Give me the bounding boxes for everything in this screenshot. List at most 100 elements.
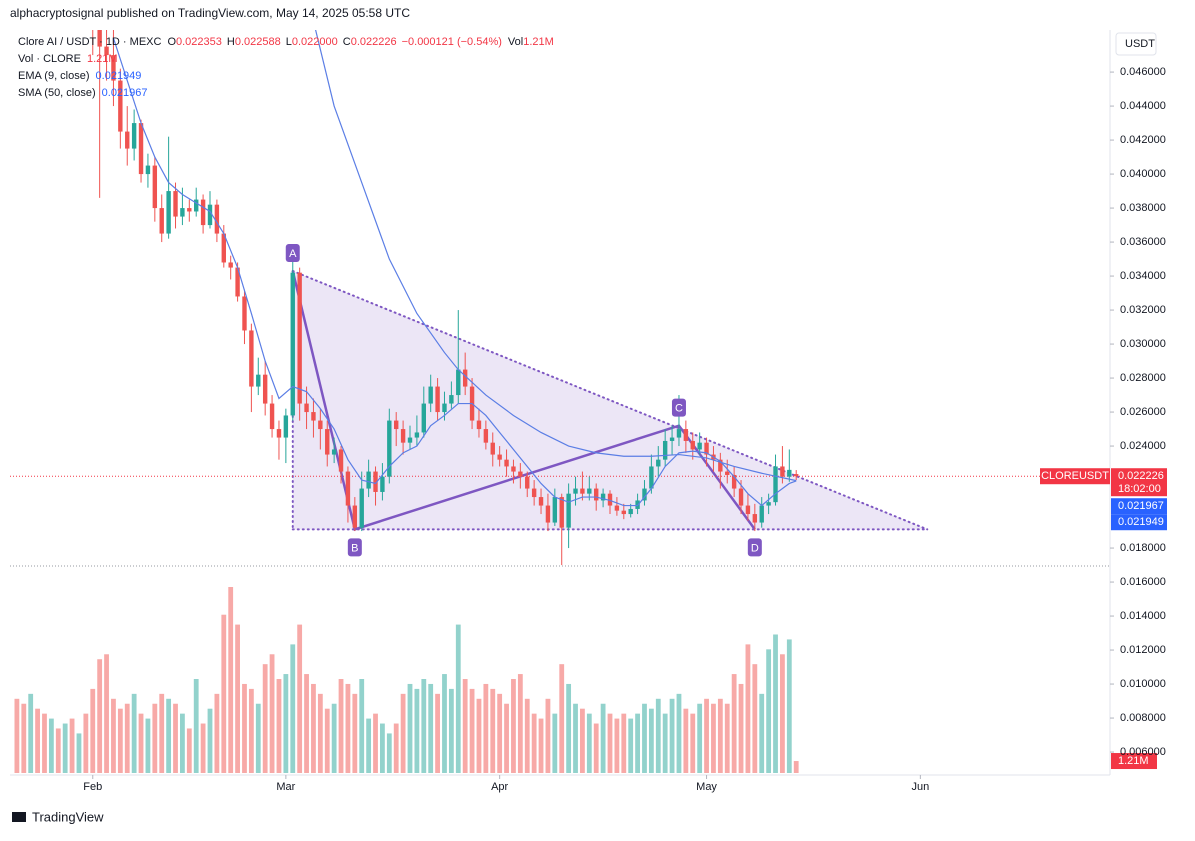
logo (12, 812, 26, 822)
candle-body (456, 369, 461, 396)
candle-body (600, 493, 606, 501)
volume-bar (435, 693, 440, 773)
volume-bar (717, 698, 723, 773)
x-tick-label: Jun (911, 781, 929, 793)
volume-bar (276, 679, 282, 773)
sma-name: SMA (50, close) (18, 87, 96, 99)
y-tick-label: 0.044000 (1120, 100, 1166, 112)
volume-bar (766, 649, 772, 773)
candle-body (676, 429, 682, 438)
l: 0.022000 (292, 36, 338, 48)
indicator-line (112, 37, 797, 507)
candle-body (649, 466, 654, 489)
ema-name: EMA (9, close) (18, 70, 90, 82)
pattern-label-box (347, 538, 362, 557)
pattern-label-box (747, 538, 762, 557)
symbol-tag (1040, 468, 1110, 485)
candle-body (552, 497, 558, 523)
candle-body (366, 471, 371, 489)
candle-body (125, 131, 130, 149)
volume-bar (228, 587, 234, 773)
volume-bar (269, 654, 275, 773)
volume-bar (324, 708, 330, 773)
l-label: L (286, 36, 292, 48)
volume-bar (262, 664, 268, 773)
volume-bar (186, 728, 192, 773)
sma-value: 0.021967 (102, 87, 148, 99)
volume-bar (90, 688, 96, 773)
volume-bar (111, 698, 116, 773)
price-tag (1111, 514, 1167, 531)
volume-bar (504, 703, 509, 773)
volume-bar (786, 639, 792, 773)
candle-body (338, 449, 344, 472)
vol-value: 1.21M (87, 53, 118, 65)
volume-bar (531, 713, 537, 773)
candle-body (752, 514, 758, 523)
vol: 1.21M (523, 36, 554, 48)
indicator-line (315, 30, 797, 482)
volume-bar (538, 718, 544, 773)
candle-body (731, 474, 737, 489)
volume-bar (62, 723, 68, 773)
volume-bar (621, 713, 627, 773)
volume-bar (35, 708, 40, 773)
candle-body (669, 437, 675, 441)
y-tick-label: 0.046000 (1120, 66, 1166, 78)
volume-bar (386, 733, 392, 773)
volume-bar (448, 688, 454, 773)
volume-bar (352, 693, 358, 773)
candle-body (214, 204, 220, 234)
candle-body (145, 165, 151, 175)
y-tick-label: 0.012000 (1120, 644, 1166, 656)
volume-bar (414, 688, 420, 773)
candle-body (587, 488, 592, 494)
symbol: Clore AI / USDT · 1D · MEXC (18, 36, 161, 48)
ema-value: 0.021949 (96, 70, 142, 82)
candle-body (194, 199, 199, 212)
candle-body (580, 488, 585, 494)
volume-bar (221, 614, 227, 773)
symbol-tag-label: CLOREUSDT (1041, 470, 1109, 482)
volume-bar (297, 624, 303, 773)
volume-bar (559, 664, 565, 773)
y-tick-label: 0.016000 (1120, 576, 1166, 588)
volume-bar (345, 683, 351, 773)
volume-bar (731, 674, 737, 773)
vol-label: Vol (508, 36, 523, 48)
candle-body (311, 412, 316, 421)
candle-body (794, 474, 799, 477)
volume-bar (711, 703, 716, 773)
y-tick-label: 0.018000 (1120, 542, 1166, 554)
candle-body (318, 420, 323, 430)
candle-body (545, 505, 551, 523)
volume-bar (524, 698, 530, 773)
candle-body (773, 466, 778, 503)
volume-bar (586, 713, 592, 773)
volume-bar (566, 683, 572, 773)
y-tick-label: 0.040000 (1120, 168, 1166, 180)
pattern-legs (291, 270, 756, 531)
volume-bar (628, 718, 634, 773)
volume-bar (773, 634, 778, 773)
candle-body (511, 466, 516, 472)
volume-bar (152, 703, 158, 773)
volume-bar (193, 679, 199, 773)
candle-body (152, 165, 158, 209)
y-tick-label: 0.014000 (1120, 610, 1166, 622)
currency-box[interactable] (1115, 32, 1157, 56)
candle-body (221, 233, 226, 263)
h-label: H (227, 36, 235, 48)
c: 0.022226 (351, 36, 397, 48)
candle-body (476, 420, 482, 430)
volume-bar (235, 624, 240, 773)
y-tick-label: 0.010000 (1120, 678, 1166, 690)
volume-bar (511, 679, 516, 773)
candle-body (656, 459, 661, 467)
volume-bar (552, 713, 558, 773)
y-tick-label: 0.030000 (1120, 338, 1166, 350)
pattern-label: D (751, 542, 759, 554)
pattern-label: C (675, 403, 683, 415)
price-tag-countdown: 18:02:00 (1118, 483, 1161, 495)
candle-body (380, 476, 385, 492)
